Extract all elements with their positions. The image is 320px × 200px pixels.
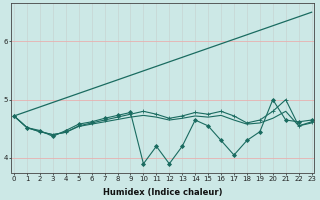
X-axis label: Humidex (Indice chaleur): Humidex (Indice chaleur)	[103, 188, 223, 197]
